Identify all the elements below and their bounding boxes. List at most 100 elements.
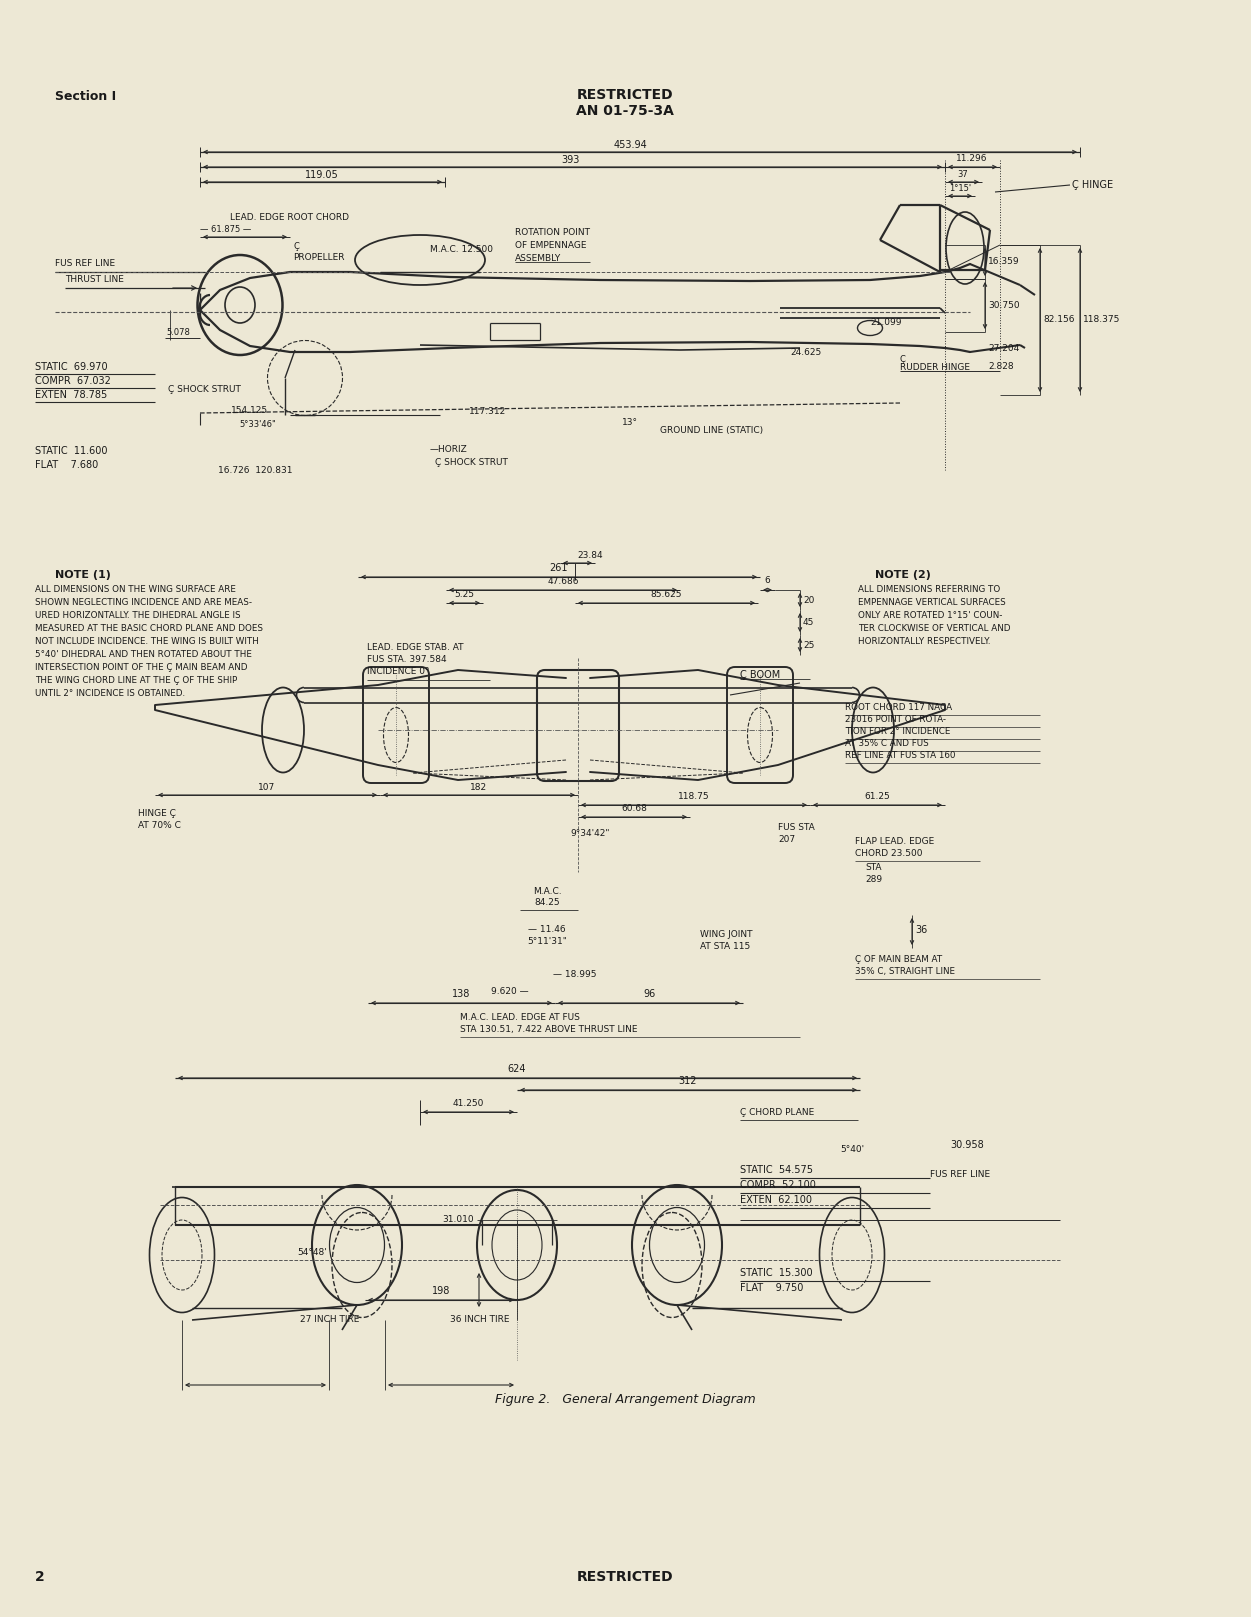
Text: LEAD. EDGE ROOT CHORD: LEAD. EDGE ROOT CHORD (230, 213, 349, 222)
Text: NOTE (1): NOTE (1) (55, 571, 111, 581)
Text: Section I: Section I (55, 91, 116, 103)
Text: 36: 36 (914, 925, 927, 935)
Text: NOT INCLUDE INCIDENCE. THE WING IS BUILT WITH: NOT INCLUDE INCIDENCE. THE WING IS BUILT… (35, 637, 259, 647)
Text: 198: 198 (432, 1286, 450, 1295)
Text: 9.620 —: 9.620 — (492, 986, 529, 996)
Text: 36 INCH TIRE: 36 INCH TIRE (450, 1315, 509, 1324)
Text: 82.156: 82.156 (1043, 315, 1075, 325)
Text: HORIZONTALLY RESPECTIVELY.: HORIZONTALLY RESPECTIVELY. (858, 637, 991, 647)
Text: 27 INCH TIRE: 27 INCH TIRE (300, 1315, 360, 1324)
Text: ASSEMBLY: ASSEMBLY (515, 254, 562, 264)
Text: 30.958: 30.958 (950, 1140, 983, 1150)
Text: 119.05: 119.05 (305, 170, 339, 179)
Text: 117.312: 117.312 (469, 407, 507, 416)
Text: STA 130.51, 7.422 ABOVE THRUST LINE: STA 130.51, 7.422 ABOVE THRUST LINE (460, 1025, 638, 1033)
Text: FUS STA. 397.584: FUS STA. 397.584 (367, 655, 447, 665)
Text: 289: 289 (864, 875, 882, 884)
Text: ROTATION POINT: ROTATION POINT (515, 228, 590, 238)
Text: EXTEN  62.100: EXTEN 62.100 (741, 1195, 812, 1205)
Text: Ç OF MAIN BEAM AT: Ç OF MAIN BEAM AT (854, 956, 942, 964)
Text: 21.099: 21.099 (869, 319, 902, 327)
Text: 5°33'46": 5°33'46" (240, 420, 276, 429)
Text: Figure 2.   General Arrangement Diagram: Figure 2. General Arrangement Diagram (494, 1392, 756, 1407)
Text: 393: 393 (560, 155, 579, 165)
Text: STATIC  15.300: STATIC 15.300 (741, 1268, 813, 1277)
Text: 453.94: 453.94 (613, 141, 647, 150)
Text: STATIC  54.575: STATIC 54.575 (741, 1164, 813, 1176)
Text: INCIDENCE 0°: INCIDENCE 0° (367, 666, 429, 676)
Text: M.A.C. 12.500: M.A.C. 12.500 (430, 246, 493, 254)
Text: RUDDER HINGE: RUDDER HINGE (899, 362, 970, 372)
Text: REF LINE AT FUS STA 160: REF LINE AT FUS STA 160 (844, 750, 956, 760)
Text: THE WING CHORD LINE AT THE Ç OF THE SHIP: THE WING CHORD LINE AT THE Ç OF THE SHIP (35, 676, 238, 686)
Text: 9°34'42": 9°34'42" (570, 830, 609, 838)
Text: CHORD 23.500: CHORD 23.500 (854, 849, 922, 859)
Text: SHOWN NEGLECTING INCIDENCE AND ARE MEAS-: SHOWN NEGLECTING INCIDENCE AND ARE MEAS- (35, 598, 251, 606)
Text: 47.686: 47.686 (547, 577, 579, 585)
Text: 45: 45 (803, 618, 814, 626)
Text: COMPR  52.100: COMPR 52.100 (741, 1180, 816, 1190)
Text: 20: 20 (803, 595, 814, 605)
Text: —HORIZ: —HORIZ (430, 445, 468, 454)
Text: Ç SHOCK STRUT: Ç SHOCK STRUT (435, 458, 508, 467)
Text: 1°15': 1°15' (950, 184, 971, 192)
Text: WING JOINT: WING JOINT (701, 930, 753, 939)
Text: 84.25: 84.25 (534, 897, 559, 907)
Text: LEAD. EDGE STAB. AT: LEAD. EDGE STAB. AT (367, 644, 464, 652)
Text: RESTRICTED: RESTRICTED (577, 87, 673, 102)
Text: — 11.46: — 11.46 (528, 925, 565, 935)
Text: 182: 182 (470, 783, 488, 792)
Text: MEASURED AT THE BASIC CHORD PLANE AND DOES: MEASURED AT THE BASIC CHORD PLANE AND DO… (35, 624, 263, 632)
Text: 37: 37 (957, 170, 968, 179)
Text: 16.726  120.831: 16.726 120.831 (218, 466, 293, 475)
Text: COMPR  67.032: COMPR 67.032 (35, 377, 111, 386)
Text: EMPENNAGE VERTICAL SURFACES: EMPENNAGE VERTICAL SURFACES (858, 598, 1006, 606)
Text: AT STA 115: AT STA 115 (701, 943, 751, 951)
Text: RESTRICTED: RESTRICTED (577, 1570, 673, 1585)
Text: 41.250: 41.250 (453, 1100, 484, 1108)
Text: TER CLOCKWISE OF VERTICAL AND: TER CLOCKWISE OF VERTICAL AND (858, 624, 1011, 632)
Text: INTERSECTION POINT OF THE Ç MAIN BEAM AND: INTERSECTION POINT OF THE Ç MAIN BEAM AN… (35, 663, 248, 673)
Text: 6: 6 (764, 576, 769, 585)
Text: 118.375: 118.375 (1083, 315, 1121, 325)
Text: 138: 138 (452, 990, 470, 999)
Text: 27.204: 27.204 (988, 344, 1020, 353)
Text: 13°: 13° (622, 419, 638, 427)
Text: ROOT CHORD 117 NACA: ROOT CHORD 117 NACA (844, 703, 952, 711)
Text: 60.68: 60.68 (620, 804, 647, 813)
Text: 2: 2 (35, 1570, 45, 1585)
Text: PROPELLER: PROPELLER (293, 252, 344, 262)
Text: FUS REF LINE: FUS REF LINE (929, 1171, 990, 1179)
Text: URED HORIZONTALLY. THE DIHEDRAL ANGLE IS: URED HORIZONTALLY. THE DIHEDRAL ANGLE IS (35, 611, 240, 619)
Text: 624: 624 (508, 1064, 527, 1074)
Text: M.A.C. LEAD. EDGE AT FUS: M.A.C. LEAD. EDGE AT FUS (460, 1012, 580, 1022)
Text: FLAT    9.750: FLAT 9.750 (741, 1282, 803, 1294)
Text: 261: 261 (549, 563, 568, 572)
Text: 16.359: 16.359 (988, 257, 1020, 267)
Text: 96: 96 (643, 990, 656, 999)
Text: — 18.995: — 18.995 (553, 970, 597, 978)
Text: 207: 207 (778, 834, 796, 844)
Text: 85.625: 85.625 (651, 590, 682, 598)
Text: HINGE Ç: HINGE Ç (138, 808, 176, 818)
Text: ALL DIMENSIONS ON THE WING SURFACE ARE: ALL DIMENSIONS ON THE WING SURFACE ARE (35, 585, 236, 593)
Text: AT 70% C: AT 70% C (138, 821, 181, 830)
Text: 54°48': 54°48' (298, 1248, 327, 1256)
Text: 5.078: 5.078 (166, 328, 190, 336)
Text: OF EMPENNAGE: OF EMPENNAGE (515, 241, 587, 251)
Text: GROUND LINE (STATIC): GROUND LINE (STATIC) (661, 425, 763, 435)
Text: Ç: Ç (899, 356, 906, 364)
Text: 23.84: 23.84 (577, 551, 603, 559)
Text: 118.75: 118.75 (678, 792, 709, 800)
Text: AT 35% C AND FUS: AT 35% C AND FUS (844, 739, 928, 749)
Text: 154.125: 154.125 (231, 406, 269, 416)
Text: Ç HINGE: Ç HINGE (1072, 179, 1113, 191)
Text: STATIC  11.600: STATIC 11.600 (35, 446, 108, 456)
Text: FUS REF LINE: FUS REF LINE (55, 259, 115, 268)
Text: 5°11'31": 5°11'31" (527, 936, 567, 946)
Text: 35% C, STRAIGHT LINE: 35% C, STRAIGHT LINE (854, 967, 955, 977)
Text: 31.010: 31.010 (442, 1214, 474, 1224)
Text: FUS STA: FUS STA (778, 823, 814, 833)
Text: 5°40': 5°40' (839, 1145, 864, 1155)
Text: STA: STA (864, 863, 882, 872)
